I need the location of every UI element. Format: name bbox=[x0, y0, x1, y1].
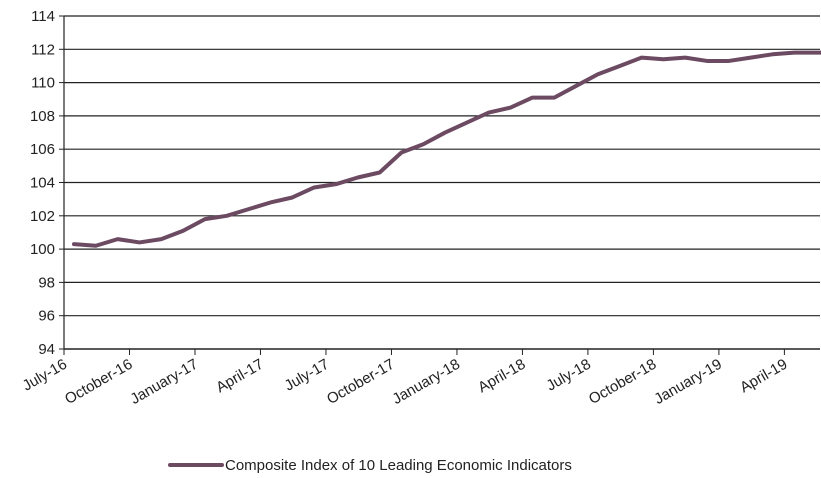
grid-lines bbox=[64, 15, 820, 317]
y-tick-label: 94 bbox=[38, 341, 55, 358]
legend-label: Composite Index of 10 Leading Economic I… bbox=[225, 457, 572, 474]
y-axis-tick-labels: 94 96 98 100 102 104 106 108 110 112 114 bbox=[30, 8, 55, 358]
y-tick-label: 114 bbox=[31, 8, 55, 25]
x-tick-label: October-17 bbox=[324, 356, 397, 408]
x-tick-label: July-17 bbox=[282, 356, 332, 395]
x-tick-label: January-19 bbox=[651, 356, 724, 408]
y-tick-label: 100 bbox=[30, 241, 55, 258]
x-tick-label: July-18 bbox=[544, 356, 594, 395]
x-tick-label: January-17 bbox=[127, 356, 200, 408]
y-tick-label: 108 bbox=[30, 108, 55, 125]
y-tick-label: 96 bbox=[38, 308, 55, 325]
y-tick-label: 110 bbox=[31, 75, 55, 92]
series-line-0 bbox=[72, 50, 821, 248]
x-tick-label: January-18 bbox=[389, 356, 462, 408]
y-tick-label: 106 bbox=[30, 141, 55, 158]
y-tick-label: 98 bbox=[38, 274, 55, 291]
y-tick-label: 112 bbox=[31, 41, 55, 58]
x-tick-label: October-18 bbox=[586, 356, 659, 408]
x-tick-label: July-16 bbox=[20, 356, 70, 395]
x-tick-label: April-18 bbox=[475, 356, 528, 397]
x-tick-label: April-19 bbox=[737, 356, 790, 397]
legend: Composite Index of 10 Leading Economic I… bbox=[168, 457, 572, 474]
x-tick-label: April-17 bbox=[213, 356, 266, 397]
x-tick-label: October-16 bbox=[62, 356, 135, 408]
y-tick-label: 104 bbox=[30, 175, 55, 192]
series-lines bbox=[72, 50, 821, 248]
axes bbox=[59, 15, 820, 355]
y-tick-label: 102 bbox=[30, 208, 55, 225]
